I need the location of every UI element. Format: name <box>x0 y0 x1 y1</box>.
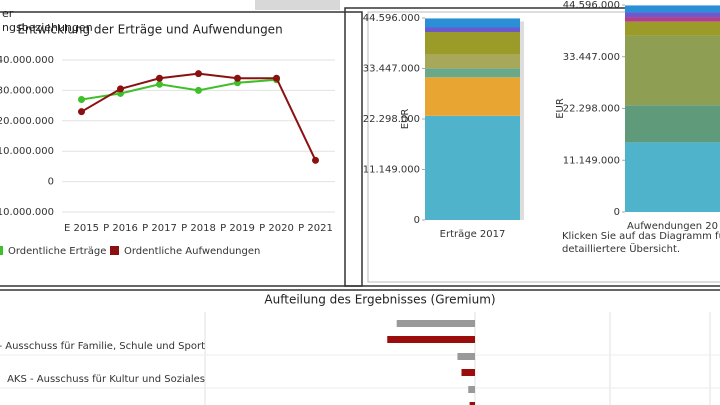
note: Klicken Sie auf das Diagramm für einedet… <box>562 231 720 255</box>
point <box>312 156 319 164</box>
y-tick-label: 30.000.000 <box>0 85 54 96</box>
nav-item[interactable]: ngsbeziehungen <box>2 21 93 34</box>
bar <box>387 336 475 343</box>
bar-segment <box>625 12 720 18</box>
y-tick-label: SS - Ausschuss für Familie, Schule und S… <box>0 341 205 352</box>
x-tick-label: Erträge 2017 <box>440 229 506 240</box>
y-tick-label: 44.596.000 <box>563 0 620 11</box>
line-panel <box>0 11 363 287</box>
chart-title: Aufteilung des Ergebnisses (Gremium) <box>264 293 495 307</box>
bar-segment <box>425 77 520 116</box>
point <box>78 96 85 104</box>
nav-item[interactable]: er <box>2 7 14 20</box>
point <box>195 70 202 78</box>
bar-segment <box>625 142 720 212</box>
bar <box>469 402 475 405</box>
x-tick-label: P 2020 <box>259 223 294 234</box>
bar-segment <box>425 32 520 55</box>
x-tick-label: Aufwendungen 20 <box>627 221 718 232</box>
bar-segment <box>425 68 520 78</box>
point <box>234 74 241 82</box>
x-tick-label: P 2021 <box>298 223 333 234</box>
series-line <box>81 78 277 101</box>
bar-segment <box>625 105 720 143</box>
bar-segment <box>625 17 720 22</box>
bar <box>396 320 475 327</box>
x-tick-label: P 2018 <box>181 223 216 234</box>
bar-segment <box>625 5 720 13</box>
bar-segment <box>425 115 520 220</box>
point <box>156 80 163 88</box>
x-tick-label: P 2016 <box>103 223 138 234</box>
legend-label: Ordentliche Aufwendungen <box>124 246 260 257</box>
point <box>117 85 124 93</box>
hbar-panel <box>0 289 720 291</box>
x-tick-label: P 2017 <box>142 223 177 234</box>
y-tick-label: 33.447.000 <box>563 52 620 63</box>
bar-segment <box>425 27 520 33</box>
bar-panel-inner <box>367 11 720 283</box>
y-axis-label: EUR <box>400 109 411 130</box>
bar <box>457 353 475 360</box>
point <box>273 74 280 82</box>
y-tick-label: 0 <box>48 177 54 188</box>
tab <box>255 0 340 10</box>
y-tick-label: 22.298.000 <box>363 114 420 125</box>
x-tick-label: P 2019 <box>220 223 255 234</box>
bar-segment <box>425 18 520 28</box>
y-tick-label: 40.000.000 <box>0 55 54 66</box>
bar-panel <box>344 7 720 287</box>
y-tick-label: 0 <box>614 207 620 218</box>
y-axis-label: EUR <box>555 98 566 119</box>
bar-segment <box>625 35 720 106</box>
point <box>78 108 85 116</box>
y-tick-label: 22.298.000 <box>563 104 620 115</box>
bar <box>468 386 475 393</box>
chart-title: Entwicklung der Erträge und Aufwendungen <box>17 23 282 37</box>
y-tick-label: 11.149.000 <box>563 155 620 166</box>
y-tick-label: 33.447.000 <box>363 64 420 75</box>
bar-segment <box>425 54 520 69</box>
legend-label: Ordentliche Erträge <box>8 246 106 257</box>
bar-shadow <box>520 21 524 220</box>
x-tick-label: E 2015 <box>64 223 99 234</box>
y-tick-label: 10.000.000 <box>0 146 54 157</box>
point <box>195 86 202 94</box>
legend-swatch <box>0 246 3 255</box>
point <box>156 74 163 82</box>
legend-swatch <box>110 246 119 255</box>
y-tick-label: 44.596.000 <box>363 13 420 24</box>
y-tick-label: 11.149.000 <box>363 165 420 176</box>
y-tick-label: 20.000.000 <box>0 116 54 127</box>
y-tick-label: AKS - Ausschuss für Kultur und Soziales <box>7 374 205 385</box>
y-tick-label: 0 <box>414 215 420 226</box>
bar-segment <box>625 21 720 36</box>
bar <box>461 369 475 376</box>
y-tick-label: -10.000.000 <box>0 207 54 218</box>
